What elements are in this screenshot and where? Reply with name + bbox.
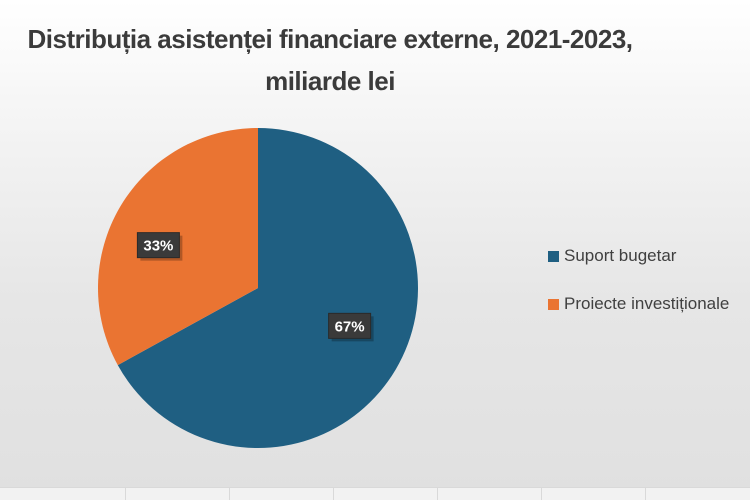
legend-item-suport-bugetar: Suport bugetar: [548, 243, 729, 269]
chart-title: Distribuția asistenței financiare extern…: [10, 18, 650, 102]
slice-suport-bugetar: [117, 128, 419, 448]
data-label-suport-bugetar-box: [328, 312, 372, 339]
data-label-suport-bugetar: 67%: [328, 312, 374, 342]
data-label-proiecte-investitionale: 33%: [136, 232, 183, 261]
legend-item-proiecte-investitionale: Proiecte investiționale: [548, 291, 729, 317]
data-label-suport-bugetar-text: 67%: [335, 318, 365, 335]
spreadsheet-grid-strip: [0, 487, 750, 500]
data-label-proiecte-investitionale-box: [136, 232, 180, 259]
legend-label-suport-bugetar: Suport bugetar: [564, 246, 677, 265]
chart-title-line-1: Distribuția asistenței financiare extern…: [27, 24, 633, 54]
legend-label-proiecte-investitionale: Proiecte investiționale: [564, 294, 730, 313]
chart-title-line-2: miliarde lei: [265, 66, 395, 96]
legend: Suport bugetar Proiecte investiționale: [548, 243, 729, 339]
legend-swatch-proiecte-investitionale: [548, 298, 559, 310]
legend-swatch-suport-bugetar: [548, 250, 559, 262]
data-label-proiecte-investitionale-text: 33%: [143, 238, 173, 255]
